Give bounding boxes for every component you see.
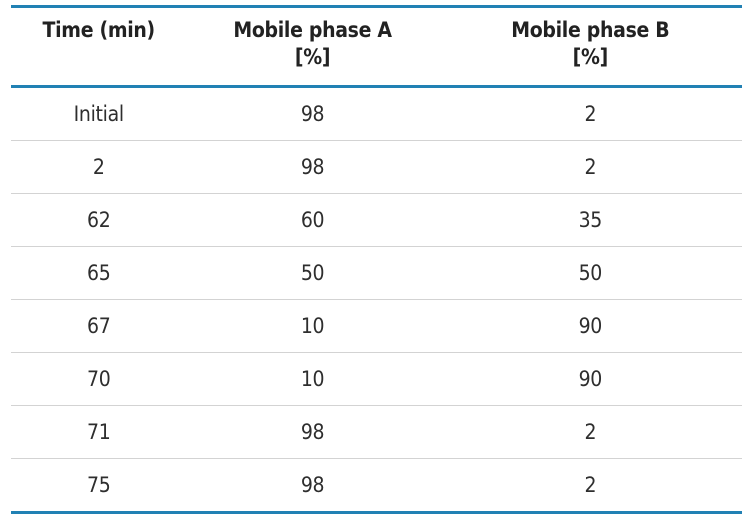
phase-b-cell: 2 xyxy=(584,102,597,126)
phase-b-cell: 50 xyxy=(438,246,742,300)
phase-b-cell: 2 xyxy=(438,140,742,194)
phase-a-cell: 98 xyxy=(186,458,439,513)
phase-a-cell: 50 xyxy=(186,246,439,300)
gradient-table: Time (min) Mobile phase A [%] Mobile pha… xyxy=(11,5,742,514)
phase-a-cell: 98 xyxy=(186,140,439,194)
gradient-table-container: Time (min) Mobile phase A [%] Mobile pha… xyxy=(11,5,742,514)
table-row: 2 98 2 xyxy=(11,140,742,194)
phase-b-cell: 2 xyxy=(438,405,742,459)
phase-a-cell: 98 xyxy=(186,405,439,459)
header-cell-phase-b: Mobile phase B [%] xyxy=(439,7,742,87)
header-time-label: Time (min) xyxy=(42,18,156,42)
phase-b-cell: 2 xyxy=(438,458,742,513)
table-row: 65 50 50 xyxy=(11,246,742,300)
table-body: Initial 98 2 2 98 2 62 60 35 65 50 50 67 xyxy=(11,87,742,513)
table-header: Time (min) Mobile phase A [%] Mobile pha… xyxy=(11,7,742,87)
table-row: 70 10 90 xyxy=(11,352,742,406)
time-cell: 65 xyxy=(11,246,187,300)
table-row: 71 98 2 xyxy=(11,405,742,459)
time-cell: 70 xyxy=(11,352,187,406)
phase-a-cell: 10 xyxy=(186,299,439,353)
phase-a-cell: 10 xyxy=(186,352,439,406)
time-cell: Initial xyxy=(73,102,124,126)
phase-a-cell: 60 xyxy=(186,193,439,247)
table-row: 62 60 35 xyxy=(11,193,742,247)
table-row: 75 98 2 xyxy=(11,458,742,513)
time-cell: 62 xyxy=(11,193,187,247)
phase-b-cell: 90 xyxy=(438,299,742,353)
header-row: Time (min) Mobile phase A [%] Mobile pha… xyxy=(11,7,742,87)
header-cell-phase-a: Mobile phase A [%] xyxy=(186,7,438,87)
header-cell-time: Time (min) xyxy=(11,7,186,87)
header-phase-a-unit: [%] xyxy=(294,45,331,69)
table-row: 67 10 90 xyxy=(11,299,742,353)
time-cell: 2 xyxy=(11,140,187,194)
table-row: Initial 98 2 xyxy=(11,87,742,141)
header-phase-a-label: Mobile phase A xyxy=(233,18,392,42)
time-cell: 67 xyxy=(11,299,187,353)
header-phase-b-unit: [%] xyxy=(572,45,609,69)
phase-b-cell: 90 xyxy=(438,352,742,406)
time-cell: 71 xyxy=(11,405,187,459)
time-cell: 75 xyxy=(11,458,187,513)
phase-b-cell: 35 xyxy=(438,193,742,247)
phase-a-cell: 98 xyxy=(300,102,325,126)
header-phase-b-label: Mobile phase B xyxy=(511,18,670,42)
